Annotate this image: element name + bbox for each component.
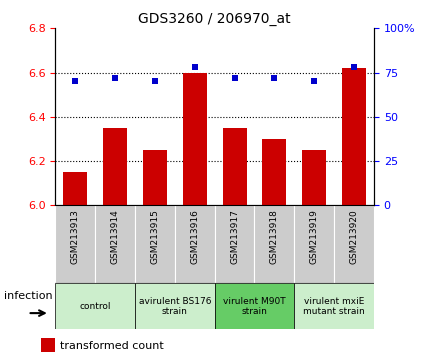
Text: GSM213913: GSM213913: [71, 209, 79, 264]
Bar: [183, 73, 207, 205]
Bar: [103, 128, 127, 205]
Bar: [294, 205, 334, 283]
Title: GDS3260 / 206970_at: GDS3260 / 206970_at: [138, 12, 291, 26]
Bar: [342, 68, 366, 205]
Bar: [255, 205, 294, 283]
Bar: [135, 283, 215, 329]
Bar: [55, 283, 135, 329]
Text: GSM213920: GSM213920: [350, 209, 359, 264]
Text: GSM213917: GSM213917: [230, 209, 239, 264]
Bar: [175, 205, 215, 283]
Text: GSM213919: GSM213919: [310, 209, 319, 264]
Bar: [334, 205, 374, 283]
Point: [151, 79, 158, 84]
Bar: [294, 283, 374, 329]
Text: virulent M90T
strain: virulent M90T strain: [223, 297, 286, 316]
Bar: [262, 139, 286, 205]
Text: infection: infection: [4, 291, 53, 301]
Bar: [302, 150, 326, 205]
Bar: [42, 338, 54, 352]
Bar: [55, 205, 95, 283]
Bar: [95, 205, 135, 283]
Text: GSM213914: GSM213914: [110, 209, 119, 264]
Point: [72, 79, 79, 84]
Text: GSM213918: GSM213918: [270, 209, 279, 264]
Bar: [223, 128, 246, 205]
Point: [231, 75, 238, 81]
Bar: [215, 283, 294, 329]
Point: [112, 75, 119, 81]
Bar: [143, 150, 167, 205]
Point: [271, 75, 278, 81]
Text: GSM213916: GSM213916: [190, 209, 199, 264]
Text: transformed count: transformed count: [60, 341, 164, 351]
Text: avirulent BS176
strain: avirulent BS176 strain: [139, 297, 211, 316]
Bar: [63, 172, 87, 205]
Text: GSM213915: GSM213915: [150, 209, 159, 264]
Bar: [215, 205, 255, 283]
Bar: [135, 205, 175, 283]
Text: control: control: [79, 302, 111, 311]
Point: [311, 79, 317, 84]
Point: [351, 64, 357, 70]
Text: virulent mxiE
mutant strain: virulent mxiE mutant strain: [303, 297, 365, 316]
Point: [191, 64, 198, 70]
